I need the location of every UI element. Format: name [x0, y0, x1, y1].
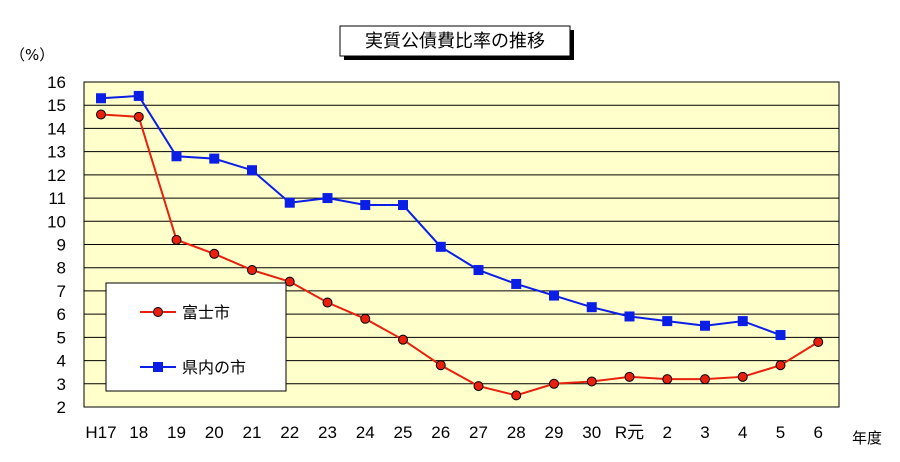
y-tick-label: 14: [47, 119, 66, 138]
x-tick-label: 2: [663, 423, 672, 442]
data-point: [624, 311, 635, 322]
data-point: [435, 360, 446, 371]
data-point: [133, 111, 144, 122]
y-tick-label: 7: [57, 282, 66, 301]
y-tick-label: 6: [57, 305, 66, 324]
data-point: [133, 90, 144, 101]
data-point: [284, 197, 295, 208]
data-point: [775, 360, 786, 371]
x-tick-label: 30: [582, 423, 601, 442]
chart-title-box: 実質公債費比率の推移: [339, 25, 574, 60]
legend-marker: [153, 307, 163, 317]
x-tick-label: H17: [85, 423, 116, 442]
data-point: [96, 93, 106, 104]
x-tick-label: 21: [243, 423, 262, 442]
data-point: [662, 374, 673, 385]
data-point: [284, 276, 295, 287]
y-tick-label: 2: [57, 398, 66, 417]
y-tick-label: 12: [47, 166, 66, 185]
data-point: [624, 371, 635, 382]
x-tick-label: 18: [129, 423, 148, 442]
y-tick-label: 16: [47, 73, 66, 92]
y-tick-label: 15: [47, 96, 66, 115]
data-point: [398, 334, 408, 345]
y-tick-label: 13: [47, 143, 66, 162]
data-point: [775, 330, 786, 341]
data-point: [813, 337, 824, 347]
y-tick-label: 10: [47, 212, 66, 231]
x-axis-unit: 年度: [852, 429, 882, 447]
data-point: [700, 374, 710, 385]
data-point: [737, 371, 748, 382]
data-point: [247, 165, 257, 176]
x-tick-label: 25: [394, 423, 413, 442]
data-point: [247, 265, 257, 276]
data-point: [360, 313, 371, 324]
data-point: [209, 248, 220, 259]
data-point: [171, 234, 182, 245]
y-tick-label: 5: [57, 328, 66, 347]
x-tick-label: 28: [507, 423, 526, 442]
x-tick-label: 26: [431, 423, 450, 442]
legend-marker: [153, 362, 163, 372]
x-tick-label: 6: [814, 423, 823, 442]
x-tick-label: 22: [280, 423, 299, 442]
x-tick-label: 5: [776, 423, 785, 442]
data-point: [209, 153, 220, 164]
data-point: [473, 381, 484, 392]
y-axis-ticks: 2 3 4 5 6 7 8 9 10 11 12 13 14 15 16: [47, 73, 66, 417]
data-point: [737, 316, 748, 327]
x-tick-label: R元: [615, 423, 644, 442]
x-tick-label: 4: [738, 423, 747, 442]
data-point: [700, 320, 710, 331]
x-tick-label: 19: [167, 423, 186, 442]
x-axis-ticks: H17 18 19 20 21 22 23 24 25 26 27 28 29 30 R元 2 3 4 5 6: [85, 423, 823, 442]
legend-label: 富士市: [182, 303, 230, 322]
data-point: [662, 316, 673, 327]
data-point: [96, 109, 106, 120]
y-tick-label: 4: [57, 352, 66, 371]
x-tick-label: 27: [469, 423, 488, 442]
data-point: [511, 278, 522, 289]
data-point: [435, 241, 446, 252]
data-point: [511, 390, 522, 401]
y-axis-unit: （%）: [10, 46, 54, 64]
x-tick-label: 29: [545, 423, 564, 442]
data-point: [586, 376, 597, 387]
data-point: [322, 297, 333, 308]
series-line-0: [100, 113, 819, 397]
y-tick-label: 3: [57, 375, 66, 394]
x-tick-label: 23: [318, 423, 337, 442]
chart-title: 実質公債費比率の推移: [365, 31, 545, 52]
series-markers: [96, 90, 824, 401]
data-point: [586, 302, 597, 313]
x-tick-label: 24: [356, 423, 375, 442]
y-tick-label: 9: [57, 236, 66, 255]
data-point: [549, 290, 559, 301]
x-tick-label: 3: [700, 423, 709, 442]
y-tick-label: 11: [48, 189, 66, 208]
data-point: [322, 193, 333, 204]
data-point: [398, 200, 408, 211]
y-tick-label: 8: [57, 259, 66, 278]
legend-label: 県内の市: [182, 358, 246, 377]
data-point: [360, 200, 371, 211]
data-point: [549, 378, 559, 389]
data-point: [473, 265, 484, 276]
x-tick-label: 20: [205, 423, 224, 442]
data-point: [171, 151, 182, 162]
